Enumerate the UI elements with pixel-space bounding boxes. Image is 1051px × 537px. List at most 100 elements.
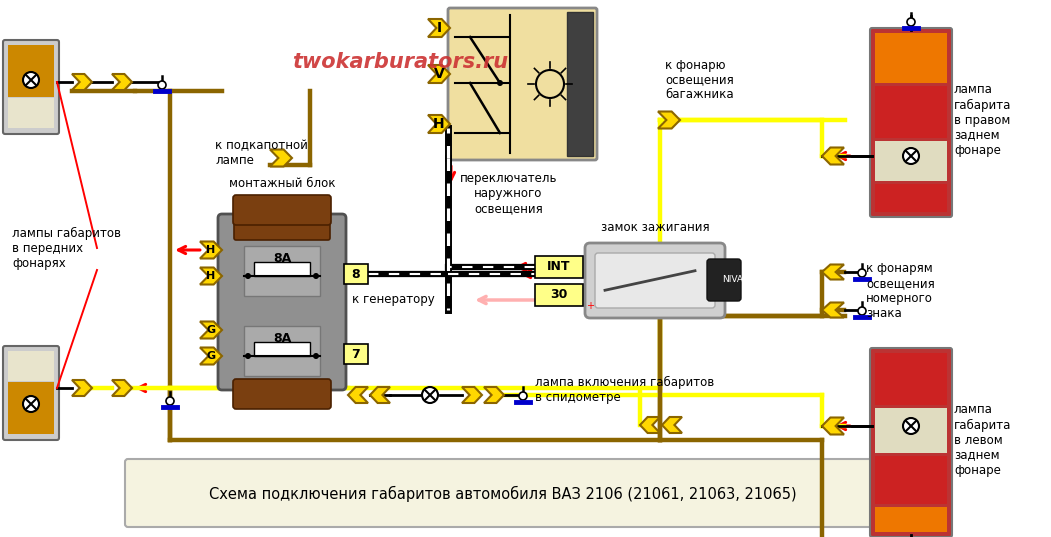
Circle shape [858,269,866,277]
Text: 8A: 8A [273,331,291,345]
Circle shape [423,387,438,403]
Text: G: G [206,351,215,361]
Text: лампа
габарита
в левом
заднем
фонаре: лампа габарита в левом заднем фонаре [954,403,1011,476]
Circle shape [23,72,39,88]
Polygon shape [428,115,450,133]
Text: INT: INT [548,260,571,273]
Text: +: + [586,301,594,311]
Bar [8,45,54,97]
Polygon shape [112,380,132,396]
Circle shape [23,396,39,412]
FancyBboxPatch shape [234,216,330,240]
Text: лампа
габарита
в правом
заднем
фонаре: лампа габарита в правом заднем фонаре [954,83,1011,157]
Circle shape [858,307,866,315]
FancyBboxPatch shape [448,8,597,160]
Circle shape [166,397,174,405]
Polygon shape [200,347,222,365]
Polygon shape [112,74,132,90]
Bar [244,326,320,376]
Circle shape [158,81,166,89]
Text: H: H [206,271,215,281]
FancyBboxPatch shape [870,28,952,217]
Text: к подкапотной
лампе: к подкапотной лампе [215,139,308,167]
Polygon shape [200,242,222,258]
FancyBboxPatch shape [870,348,952,537]
FancyBboxPatch shape [125,459,881,527]
Text: 7: 7 [352,347,360,360]
Bar [8,382,54,434]
Circle shape [536,70,564,98]
Polygon shape [462,387,482,403]
Circle shape [245,273,251,279]
Polygon shape [200,267,222,285]
Text: 8: 8 [352,267,360,280]
Text: лампы габаритов
в передних
фонарях: лампы габаритов в передних фонарях [12,227,121,270]
Polygon shape [822,302,844,317]
Polygon shape [485,387,504,403]
FancyBboxPatch shape [218,214,346,390]
Bar [875,141,947,181]
Text: замок зажигания: замок зажигания [601,221,709,234]
Polygon shape [658,112,680,128]
FancyBboxPatch shape [595,253,715,308]
Text: к фонарю
освещения
багажника: к фонарю освещения багажника [665,59,734,101]
Bar [875,507,947,532]
Polygon shape [822,265,844,279]
Text: H: H [206,245,215,255]
Polygon shape [640,417,660,433]
Text: 8A: 8A [273,251,291,265]
Bar [254,262,310,276]
Bar [875,86,947,138]
FancyBboxPatch shape [234,196,330,220]
Polygon shape [370,387,390,403]
Text: монтажный блок: монтажный блок [229,177,335,190]
Circle shape [313,353,320,359]
Text: V: V [434,67,445,81]
Bar [875,33,947,83]
Polygon shape [822,148,844,164]
FancyBboxPatch shape [233,195,331,225]
Circle shape [245,353,251,359]
Text: Схема подключения габаритов автомобиля ВАЗ 2106 (21061, 21063, 21065): Схема подключения габаритов автомобиля В… [209,486,797,502]
Bar [875,408,947,453]
Polygon shape [200,322,222,338]
FancyBboxPatch shape [585,243,725,318]
Polygon shape [428,65,450,83]
Bar [535,256,583,278]
Text: 30: 30 [551,288,568,301]
Circle shape [519,392,527,400]
Bar [244,246,320,296]
Bar [535,284,583,306]
Polygon shape [270,149,292,166]
Bar [8,98,54,128]
FancyBboxPatch shape [3,40,59,134]
Polygon shape [428,19,450,37]
Text: twokarburators.ru: twokarburators.ru [292,52,508,72]
Circle shape [907,18,915,26]
Bar [875,456,947,504]
FancyBboxPatch shape [3,346,59,440]
Text: NIVA: NIVA [722,275,743,285]
Bar [344,264,368,284]
Circle shape [313,273,320,279]
Circle shape [497,80,503,86]
Polygon shape [662,417,682,433]
Bar [875,184,947,212]
Text: лампа включения габаритов
в спидометре: лампа включения габаритов в спидометре [535,376,715,404]
Polygon shape [73,74,92,90]
Polygon shape [822,417,844,434]
Text: переключатель
наружного
освещения: переключатель наружного освещения [459,172,557,215]
Circle shape [903,148,919,164]
Text: H: H [433,117,445,131]
Bar [566,12,593,156]
Polygon shape [348,387,368,403]
Text: к генератору: к генератору [352,294,435,307]
FancyBboxPatch shape [233,379,331,409]
Bar [254,342,310,356]
FancyBboxPatch shape [707,259,741,301]
Text: G: G [206,325,215,335]
Text: I: I [436,21,441,35]
Bar [875,353,947,405]
Bar [344,344,368,364]
Text: к фонарям
освещения
номерного
знака: к фонарям освещения номерного знака [866,262,934,320]
